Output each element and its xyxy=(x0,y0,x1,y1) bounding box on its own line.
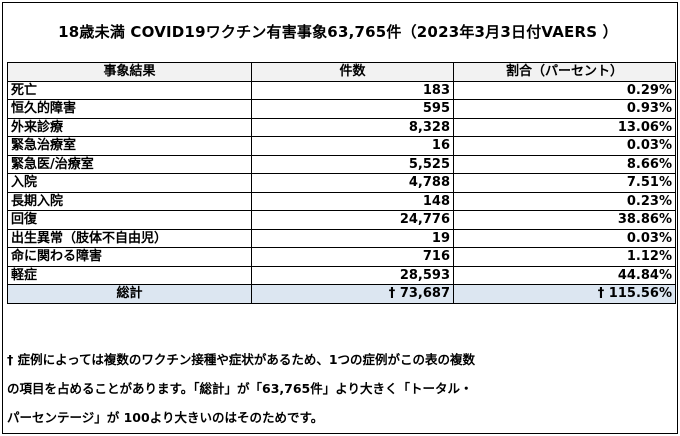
row-count: 28,593 xyxy=(251,265,454,285)
row-percent: 0.29% xyxy=(453,80,676,100)
footnote-line-1: † 症例によっては複数のワクチン接種や症状があるため、1つの症例がこの表の複数 xyxy=(7,352,476,367)
table-row: 出生異常（肢体不自由児） 19 0.03% xyxy=(7,228,676,248)
table-row: 緊急医/治療室 5,525 8.66% xyxy=(7,154,676,174)
table-row: 緊急治療室 16 0.03% xyxy=(7,136,676,156)
table-row: 外来診療 8,328 13.06% xyxy=(7,117,676,137)
row-label: 軽症 xyxy=(7,265,252,285)
row-count: 595 xyxy=(251,99,454,119)
row-count: 19 xyxy=(251,228,454,248)
row-label: 出生異常（肢体不自由児） xyxy=(7,228,252,248)
row-label: 入院 xyxy=(7,173,252,193)
total-count: † 73,687 xyxy=(251,284,454,304)
row-count: 4,788 xyxy=(251,173,454,193)
footnote-line-2: の項目を占めることがあります。「総計」が「63,765件」より大きく「トータル・ xyxy=(7,381,473,396)
row-percent: 44.84% xyxy=(453,265,676,285)
row-percent: 8.66% xyxy=(453,154,676,174)
row-count: 183 xyxy=(251,80,454,100)
table-row: 長期入院 148 0.23% xyxy=(7,191,676,211)
footnote-line-3: パーセンテージ」が 100より大きいのはそのためです。 xyxy=(7,410,324,425)
row-label: 長期入院 xyxy=(7,191,252,211)
row-count: 8,328 xyxy=(251,117,454,137)
header-percent: 割合（パーセント） xyxy=(453,62,676,82)
row-label: 緊急医/治療室 xyxy=(7,154,252,174)
table-row: 入院 4,788 7.51% xyxy=(7,173,676,193)
footnote: † 症例によっては複数のワクチン接種や症状があるため、1つの症例がこの表の複数 … xyxy=(7,345,671,432)
row-count: 5,525 xyxy=(251,154,454,174)
row-percent: 38.86% xyxy=(453,210,676,230)
total-label: 総計 xyxy=(7,284,252,304)
table-row: 恒久的障害 595 0.93% xyxy=(7,99,676,119)
table-row: 命に関わる障害 716 1.12% xyxy=(7,247,676,267)
row-percent: 7.51% xyxy=(453,173,676,193)
row-label: 緊急治療室 xyxy=(7,136,252,156)
total-percent: † 115.56% xyxy=(453,284,676,304)
table-row: 回復 24,776 38.86% xyxy=(7,210,676,230)
table-row: 死亡 183 0.29% xyxy=(7,80,676,100)
row-percent: 0.93% xyxy=(453,99,676,119)
row-count: 16 xyxy=(251,136,454,156)
row-percent: 1.12% xyxy=(453,247,676,267)
row-count: 24,776 xyxy=(251,210,454,230)
row-label: 外来診療 xyxy=(7,117,252,137)
table-row: 軽症 28,593 44.84% xyxy=(7,265,676,285)
row-label: 命に関わる障害 xyxy=(7,247,252,267)
row-label: 恒久的障害 xyxy=(7,99,252,119)
row-count: 148 xyxy=(251,191,454,211)
row-count: 716 xyxy=(251,247,454,267)
row-percent: 13.06% xyxy=(453,117,676,137)
row-percent: 0.03% xyxy=(453,228,676,248)
header-count: 件数 xyxy=(251,62,454,82)
row-label: 死亡 xyxy=(7,80,252,100)
row-label: 回復 xyxy=(7,210,252,230)
document-title: 18歳未満 COVID19ワクチン有害事象63,765件（2023年3月3日付V… xyxy=(58,22,618,41)
adverse-events-table: 事象結果 件数 割合（パーセント） 死亡 183 0.29% 恒久的障害 595 0.93… xyxy=(7,62,676,304)
row-percent: 0.23% xyxy=(453,191,676,211)
row-percent: 0.03% xyxy=(453,136,676,156)
table-total-row: 総計 † 73,687 † 115.56% xyxy=(7,284,676,304)
table-header-row: 事象結果 件数 割合（パーセント） xyxy=(7,62,676,82)
header-outcome: 事象結果 xyxy=(7,62,252,82)
